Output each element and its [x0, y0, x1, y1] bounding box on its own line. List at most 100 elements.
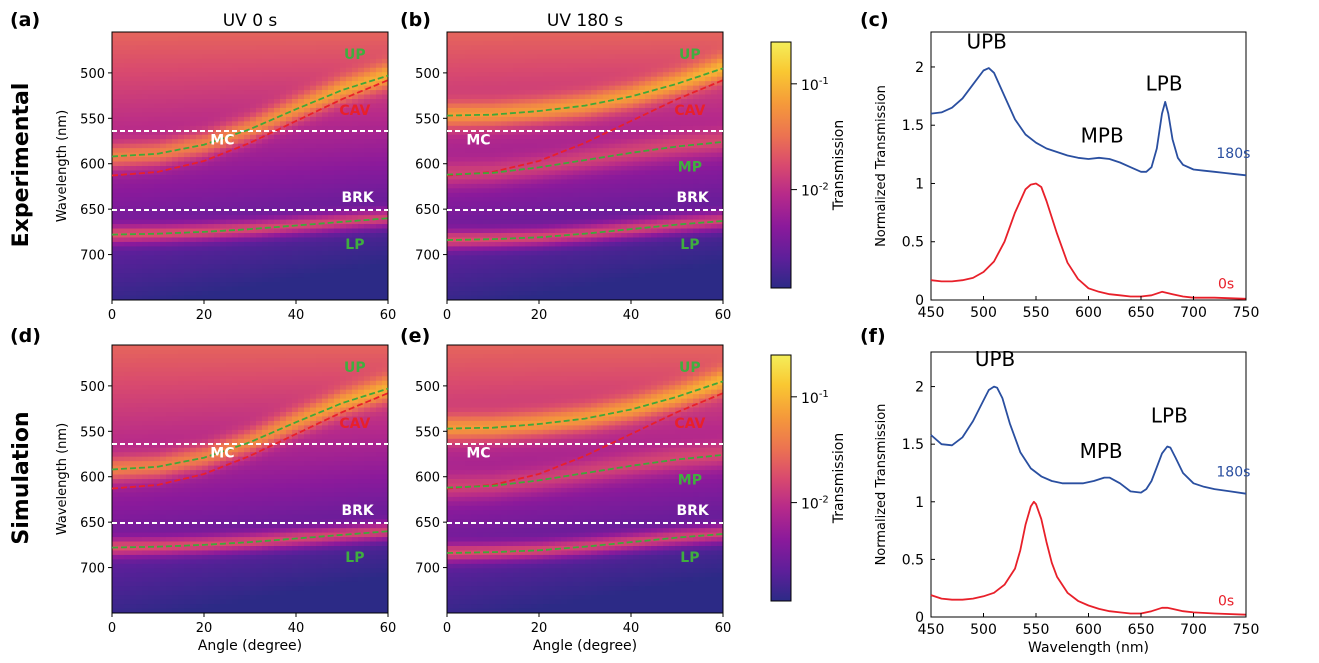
heatmap-cell	[322, 192, 329, 199]
heatmap-cell	[262, 81, 269, 87]
heatmap-cell	[238, 188, 245, 194]
heatmap-cell	[262, 228, 269, 234]
heatmap-cell	[376, 286, 383, 292]
heatmap-cell	[657, 291, 664, 297]
heatmap-cell	[310, 157, 317, 163]
heatmap-cell	[286, 72, 293, 78]
heatmap-cell	[250, 268, 257, 274]
heatmap-cell	[166, 121, 173, 127]
heatmap-cell	[160, 116, 167, 123]
heatmap-cell	[286, 183, 293, 190]
heatmap-cell	[286, 58, 293, 65]
heatmap-cell	[621, 237, 628, 243]
heatmap-cell	[489, 49, 496, 56]
heatmap-cell	[609, 112, 616, 118]
heatmap-cell	[645, 72, 652, 78]
heatmap-cell	[214, 282, 221, 288]
heatmap-cell	[184, 107, 191, 114]
heatmap-cell	[495, 233, 502, 239]
heatmap-cell	[639, 206, 646, 212]
heatmap-cell	[364, 179, 371, 185]
heatmap-cell	[286, 67, 293, 73]
panel-letter-c: (c)	[860, 9, 889, 31]
heatmap-cell	[208, 72, 215, 78]
heatmap-cell	[501, 130, 508, 136]
heatmap-cell	[501, 188, 508, 194]
heatmap-cell	[292, 116, 299, 123]
heatmap-cell	[376, 143, 383, 149]
heatmap-cell	[202, 107, 209, 114]
heatmap-cell	[196, 277, 203, 283]
heatmap-cell	[513, 224, 520, 230]
heatmap-cell	[573, 241, 580, 248]
heatmap-cell	[382, 259, 388, 266]
heatmap-cell	[298, 188, 305, 194]
heatmap-cell	[597, 259, 604, 266]
heatmap-cell	[142, 179, 149, 185]
heatmap-cell	[549, 32, 556, 38]
heatmap-cell	[136, 63, 143, 69]
heatmap-cell	[208, 32, 215, 38]
heatmap-cell	[292, 90, 299, 96]
heatmap-cell	[328, 32, 335, 38]
heatmap-cell	[561, 179, 568, 185]
heatmap-cell	[370, 179, 377, 185]
heatmap-cell	[202, 45, 209, 51]
heatmap-cell	[513, 264, 520, 270]
heatmap-cell	[495, 58, 502, 65]
heatmap-cell	[495, 67, 502, 73]
heatmap-cell	[166, 161, 173, 167]
heatmap-cell	[459, 210, 466, 216]
heatmap-cell	[280, 157, 287, 163]
heatmap-cell	[579, 264, 586, 270]
heatmap-cell	[208, 179, 215, 185]
heatmap-cell	[358, 148, 365, 154]
heatmap-cell	[262, 183, 269, 190]
heatmap-cell	[160, 152, 167, 158]
heatmap-cell	[537, 224, 544, 230]
heatmap-cell	[555, 228, 562, 234]
heatmap-cell	[118, 255, 125, 261]
heatmap-cell	[507, 94, 514, 100]
heatmap-cell	[477, 166, 484, 172]
heatmap-cell	[459, 36, 466, 42]
heatmap-cell	[591, 201, 598, 207]
heatmap-cell	[190, 268, 197, 274]
heatmap-cell	[136, 241, 143, 248]
heatmap-cell	[148, 228, 155, 234]
heatmap-cell	[382, 40, 388, 47]
heatmap-cell	[328, 152, 335, 158]
heatmap-cell	[232, 81, 239, 87]
heatmap-cell	[579, 166, 586, 172]
heatmap-cell	[507, 49, 514, 56]
heatmap-cell	[621, 81, 628, 87]
heatmap-cell	[370, 273, 377, 279]
heatmap-cell	[214, 94, 221, 100]
heatmap-cell	[250, 183, 257, 190]
heatmap-cell	[172, 197, 179, 203]
heatmap-cell	[142, 76, 149, 82]
heatmap-cell	[298, 268, 305, 274]
heatmap-cell	[501, 264, 508, 270]
heatmap-cell	[489, 116, 496, 123]
heatmap-cell	[513, 121, 520, 127]
heatmap-cell	[280, 170, 287, 176]
heatmap-cell	[214, 183, 221, 190]
heatmap-cell	[633, 94, 640, 100]
heatmap-cell	[160, 215, 167, 221]
heatmap-cell	[651, 273, 658, 279]
heatmap-cell	[567, 125, 574, 132]
heatmap-cell	[184, 36, 191, 42]
heatmap-cell	[627, 224, 634, 230]
heatmap-cell	[316, 291, 323, 297]
heatmap-cell	[148, 183, 155, 190]
heatmap-cell	[142, 36, 149, 42]
heatmap-cell	[364, 233, 371, 239]
heatmap-cell	[639, 273, 646, 279]
heatmap-cell	[292, 192, 299, 199]
heatmap-cell	[262, 63, 269, 69]
heatmap-cell	[304, 130, 311, 136]
heatmap-cell	[214, 112, 221, 118]
heatmap-cell	[142, 233, 149, 239]
heatmap-cell	[501, 291, 508, 297]
